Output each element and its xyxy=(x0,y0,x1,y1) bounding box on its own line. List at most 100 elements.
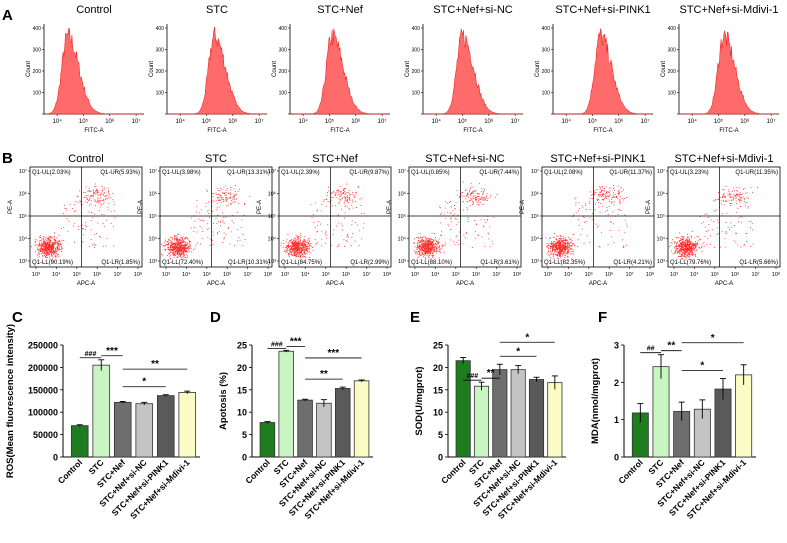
dotplot-quadrant-lr: Q1-LR(4.21%) xyxy=(613,260,652,266)
bar-chart-y-tick-label: 25 xyxy=(237,341,247,351)
histogram-x-tick-label: 10⁷ xyxy=(511,118,520,125)
dotplot-x-tick-label: 10⁶ xyxy=(731,271,739,278)
dotplot-quadrant-ur: Q1-UR(9.87%) xyxy=(349,170,389,176)
significance-marker: *** xyxy=(327,348,339,359)
dotplot-quadrant-ur: Q1-UR(13.31%) xyxy=(227,170,270,176)
histogram-x-label: FITC-A xyxy=(593,128,612,134)
dotplot-frame xyxy=(29,166,143,268)
histogram-x-tick-label: 10⁴ xyxy=(299,118,309,125)
histogram-distribution xyxy=(46,27,142,115)
significance-marker: ### xyxy=(466,373,478,380)
dotplot-y-tick-label: 10³ xyxy=(657,259,665,265)
histogram-y-tick-label: 100 xyxy=(542,91,551,97)
dotplot-x-tick-label: 10⁵ xyxy=(73,271,81,278)
panel-b-dotplots: Control Q1-UL(2.03%) Q1-UR(5.93%) Q1-LL(90.… xyxy=(8,153,781,287)
significance-marker: ### xyxy=(271,341,283,348)
histogram-y-tick-label: 200 xyxy=(279,69,288,75)
bar-chart-y-tick-label: 0 xyxy=(438,453,443,463)
bar-chart-y-tick-label: 3 xyxy=(614,341,619,351)
dotplot-title: STC+Nef+si-Mdivi-1 xyxy=(674,153,773,165)
histogram-x-tick-label: 10⁶ xyxy=(105,118,115,125)
significance-marker: *** xyxy=(290,336,302,347)
dotplot-y-tick-label: 10⁶ xyxy=(531,191,539,198)
histogram-x-tick-label: 10⁵ xyxy=(79,118,89,125)
dotplot-events xyxy=(545,184,628,261)
dotplot-x-label: APC-A xyxy=(589,281,607,287)
dotplot-x-tick-label: 10⁶ xyxy=(342,271,350,278)
histogram-y-tick-label: 200 xyxy=(156,69,165,75)
bar-chart-y-tick-label: 150000 xyxy=(28,385,58,395)
bar-chart-y-tick-label: 15 xyxy=(433,385,443,395)
dotplot-y-tick-label: 10⁷ xyxy=(19,168,27,175)
histogram-x-tick-label: 10⁷ xyxy=(767,118,776,125)
dotplot-y-tick-label: 10³ xyxy=(19,259,27,265)
histogram-distribution xyxy=(169,26,265,115)
significance-marker: * xyxy=(700,361,704,372)
dotplot-y-tick-label: 10³ xyxy=(398,259,406,265)
bar xyxy=(528,379,545,458)
dotplot-x-tick-label: 10⁷ xyxy=(752,271,760,278)
histogram-x-tick-label: 10⁷ xyxy=(378,118,387,125)
histogram-x-tick-label: 10⁴ xyxy=(432,118,442,125)
dotplot-x-tick-label: 10⁸ xyxy=(264,271,272,278)
dotplot-y-tick-label: 10⁷ xyxy=(268,168,276,175)
bar-chart-y-tick-label: 0 xyxy=(242,453,247,463)
dotplot-y-tick-label: 10⁴ xyxy=(531,236,540,243)
dotplot-x-tick-label: 10⁴ xyxy=(431,271,440,278)
histogram-x-label: FITC-A xyxy=(330,128,349,134)
dotplot-events xyxy=(31,183,116,262)
dotplot-quadrant-ul: Q1-UL(2.39%) xyxy=(281,170,320,176)
bar-chart-y-tick-label: 10 xyxy=(237,408,247,418)
dotplot-events xyxy=(280,183,365,259)
histogram-y-tick-label: 400 xyxy=(156,26,165,32)
histogram-y-tick-label: 200 xyxy=(33,69,42,75)
dotplot-quadrant-ll: Q1-LL(88.10%) xyxy=(411,260,452,266)
bar xyxy=(92,364,111,458)
histogram-title: STC+Nef+si-NC xyxy=(433,4,513,16)
dotplot-quadrant-ur: Q1-UR(7.44%) xyxy=(479,170,519,176)
dotplot-x-tick-label: 10⁵ xyxy=(452,271,460,278)
dotplot-y-tick-label: 10⁵ xyxy=(657,213,665,220)
histogram-x-tick-label: 10⁴ xyxy=(53,118,63,125)
bar-chart-y-tick-label: 250000 xyxy=(28,341,58,351)
bar-chart-y-tick-label: 0 xyxy=(614,453,619,463)
dotplot-y-tick-label: 10⁵ xyxy=(531,213,539,220)
histogram-x-tick-label: 10⁷ xyxy=(255,118,264,125)
histogram-y-tick-label: 200 xyxy=(542,69,551,75)
histogram-y-label: Count xyxy=(26,61,32,77)
bar xyxy=(652,366,670,458)
significance-marker: ** xyxy=(667,341,675,352)
histogram-distribution xyxy=(681,30,777,115)
histogram-x-tick-label: 10⁴ xyxy=(176,118,186,125)
dotplot-quadrant-ul: Q1-UL(3.23%) xyxy=(670,170,709,176)
significance-marker: * xyxy=(516,346,520,357)
histogram-distribution xyxy=(555,28,651,115)
dotplot-quadrant-ul: Q1-UL(2.08%) xyxy=(544,170,583,176)
bar-chart-y-label: ROS(Mean fluorescence intensity) xyxy=(5,324,16,478)
dotplot-quadrant-ll: Q1-LL(79.76%) xyxy=(670,260,711,266)
bar-chart-y-label: MDA(nmol/mgprot) xyxy=(590,358,601,444)
dotplot-frame xyxy=(159,166,273,268)
dotplot-x-tick-label: 10⁵ xyxy=(711,271,719,278)
dotplot-x-tick-label: 10³ xyxy=(281,272,289,278)
dotplot-quadrant-ul: Q1-UL(3.98%) xyxy=(162,170,201,176)
histogram-x-label: FITC-A xyxy=(463,128,482,134)
dotplot-x-tick-label: 10⁷ xyxy=(114,271,122,278)
dotplot-x-label: APC-A xyxy=(326,281,344,287)
bar xyxy=(335,388,351,458)
dotplot-quadrant-lr: Q1-LR(2.99%) xyxy=(350,260,389,266)
histogram-y-tick-label: 400 xyxy=(668,26,677,32)
panel-c-f-bar-charts: 0 50000 100000 150000 200000 250000 ROS(Mean f… xyxy=(5,324,756,521)
dotplot-y-tick-label: 10⁴ xyxy=(398,236,407,243)
histogram-title: STC+Nef+si-Mdivi-1 xyxy=(679,4,778,16)
histogram-y-tick-label: 300 xyxy=(542,48,551,54)
histogram-y-label: Count xyxy=(405,61,411,77)
bar-chart-y-tick-label: 100000 xyxy=(28,408,58,418)
histogram-y-tick-label: 100 xyxy=(33,91,42,97)
histogram-title: STC+Nef xyxy=(317,4,363,16)
dotplot-quadrant-ul: Q1-UL(0.85%) xyxy=(411,170,450,176)
dotplot-x-tick-label: 10⁷ xyxy=(363,271,371,278)
dotplot-quadrant-ll: Q1-LL(82.35%) xyxy=(544,260,585,266)
dotplot-x-tick-label: 10⁸ xyxy=(646,271,654,278)
